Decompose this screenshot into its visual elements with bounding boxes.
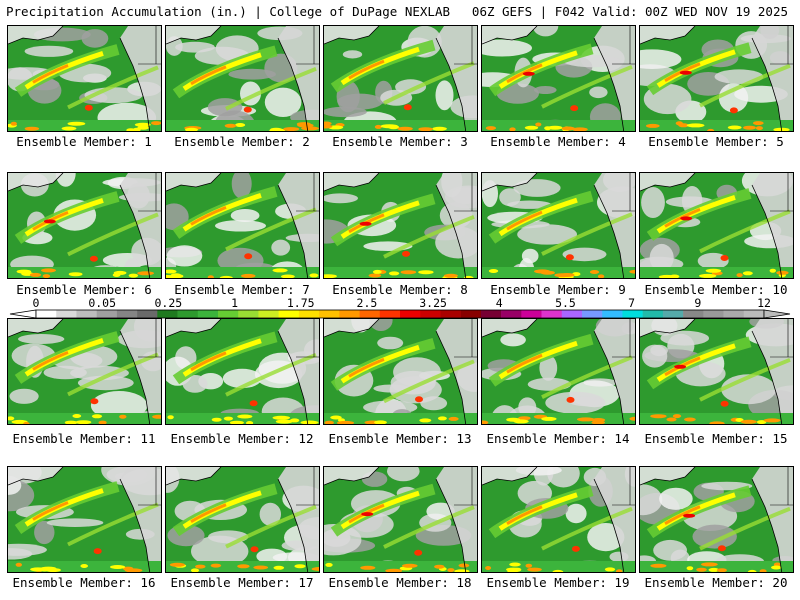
ensemble-member-map — [323, 318, 478, 425]
legend-swatch — [197, 310, 219, 318]
legend-swatch — [238, 310, 259, 318]
ensemble-member-label: Ensemble Member: 15 — [644, 431, 788, 446]
legend-swatch — [743, 310, 765, 318]
color-scale-bar — [9, 309, 791, 319]
legend-swatch — [521, 310, 542, 318]
map-title: Precipitation Accumulation (in.) | Colle… — [6, 4, 451, 19]
legend-swatch — [258, 310, 279, 318]
ensemble-member-label: Ensemble Member: 19 — [486, 575, 630, 590]
legend-swatch — [460, 310, 482, 318]
legend-swatch — [319, 310, 340, 318]
legend-tick-label: 12 — [757, 296, 771, 310]
legend-swatch — [602, 310, 623, 318]
legend-swatch — [622, 310, 643, 318]
legend-swatch — [561, 310, 583, 318]
ensemble-member-label: Ensemble Member: 1 — [16, 134, 152, 149]
legend-swatch — [400, 310, 421, 318]
ensemble-member-label: Ensemble Member: 16 — [12, 575, 156, 590]
legend-tick-label: 3.25 — [419, 296, 447, 310]
legend-tick-label: 4 — [495, 296, 503, 310]
ensemble-member-label: Ensemble Member: 9 — [490, 282, 626, 297]
ensemble-member-map — [639, 466, 794, 573]
legend-swatch — [137, 310, 158, 318]
legend-swatch — [157, 310, 178, 318]
ensemble-member-map — [165, 25, 320, 132]
ensemble-member-label: Ensemble Member: 13 — [328, 431, 472, 446]
ensemble-member-map — [323, 172, 478, 279]
legend-swatch — [76, 310, 97, 318]
ensemble-member-label: Ensemble Member: 12 — [170, 431, 314, 446]
ensemble-member-map — [639, 172, 794, 279]
legend-swatch — [683, 310, 704, 318]
legend-swatch — [480, 310, 502, 318]
run-valid-time: 06Z GEFS | F042 Valid: 00Z WED NOV 19 20… — [471, 4, 788, 19]
legend-swatch — [359, 310, 381, 318]
legend-tick-label: 0.25 — [154, 296, 183, 310]
legend-tick-label: 1.75 — [286, 296, 315, 310]
legend-swatch — [218, 310, 239, 318]
ensemble-member-label: Ensemble Member: 8 — [332, 282, 468, 297]
legend-swatch — [298, 310, 320, 318]
legend-tick-label: 9 — [694, 296, 702, 310]
ensemble-member-map — [639, 318, 794, 425]
ensemble-member-label: Ensemble Member: 4 — [490, 134, 626, 149]
ensemble-member-label: Ensemble Member: 17 — [170, 575, 314, 590]
legend-swatch — [582, 310, 603, 318]
ensemble-member-map — [323, 25, 478, 132]
legend-swatch — [278, 310, 300, 318]
legend-swatch — [56, 310, 77, 318]
ensemble-member-label: Ensemble Member: 7 — [174, 282, 310, 297]
ensemble-member-label: Ensemble Member: 2 — [174, 134, 310, 149]
legend-swatch — [177, 310, 199, 318]
ensemble-member-label: Ensemble Member: 11 — [12, 431, 156, 446]
legend-swatch — [501, 310, 522, 318]
legend-tick-label: 1 — [231, 296, 238, 310]
legend-max-arrow — [763, 309, 791, 319]
legend-swatch — [642, 310, 664, 318]
ensemble-member-label: Ensemble Member: 6 — [16, 282, 152, 297]
ensemble-member-map — [481, 318, 636, 425]
ensemble-member-label: Ensemble Member: 10 — [644, 282, 788, 297]
legend-tick-label: 2.5 — [356, 296, 378, 310]
ensemble-member-map — [7, 172, 162, 279]
legend-swatch — [96, 310, 118, 318]
legend-swatch — [703, 310, 724, 318]
legend-swatch — [339, 310, 360, 318]
ensemble-member-map — [481, 25, 636, 132]
ensemble-member-label: Ensemble Member: 3 — [332, 134, 468, 149]
legend-swatch — [662, 310, 684, 318]
legend-swatch — [36, 310, 57, 318]
ensemble-member-label: Ensemble Member: 14 — [486, 431, 630, 446]
ensemble-member-map — [481, 172, 636, 279]
ensemble-member-map — [165, 172, 320, 279]
legend-swatch — [420, 310, 441, 318]
ensemble-member-map — [165, 466, 320, 573]
ensemble-member-map — [323, 466, 478, 573]
legend-swatch — [379, 310, 401, 318]
ensemble-member-map — [165, 318, 320, 425]
legend-tick-label: 7 — [628, 296, 636, 310]
ensemble-member-map — [639, 25, 794, 132]
legend-swatch — [723, 310, 745, 318]
legend-swatch — [440, 310, 461, 318]
ensemble-member-label: Ensemble Member: 20 — [644, 575, 788, 590]
legend-tick-label: 0.05 — [88, 296, 117, 310]
legend-min-arrow — [9, 309, 37, 319]
legend-tick-label: 5.5 — [555, 296, 576, 310]
ensemble-member-label: Ensemble Member: 18 — [328, 575, 472, 590]
ensemble-member-label: Ensemble Member: 5 — [648, 134, 784, 149]
ensemble-member-map — [7, 318, 162, 425]
legend-tick-label: 0 — [32, 296, 40, 310]
legend-swatch — [541, 310, 563, 318]
ensemble-member-map — [481, 466, 636, 573]
legend-swatch — [116, 310, 138, 318]
ensemble-member-map — [7, 25, 162, 132]
ensemble-member-map — [7, 466, 162, 573]
